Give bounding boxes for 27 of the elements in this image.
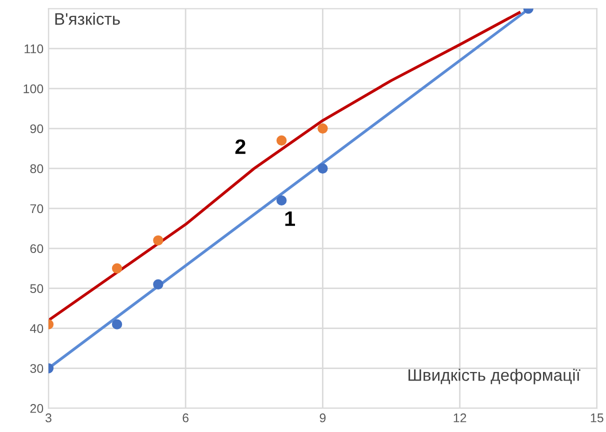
y-tick-label: 110 bbox=[24, 44, 44, 54]
y-axis-title: В'язкість bbox=[55, 12, 120, 25]
x-tick-label: 3 bbox=[45, 413, 52, 422]
y-tick-label: 30 bbox=[30, 364, 44, 373]
point bbox=[112, 319, 122, 330]
y-tick-label: 70 bbox=[30, 204, 44, 214]
x-tick-label: 15 bbox=[590, 414, 604, 422]
x-tick-label: 12 bbox=[454, 413, 466, 422]
point bbox=[318, 163, 328, 174]
point bbox=[153, 235, 164, 246]
x-tick-label: 6 bbox=[182, 413, 189, 422]
point bbox=[112, 263, 122, 274]
point bbox=[318, 123, 328, 134]
x-axis-title: Швидкість деформації bbox=[408, 368, 580, 384]
y-tick-label: 50 bbox=[30, 284, 44, 294]
point bbox=[153, 279, 164, 290]
annotation: 2 bbox=[235, 139, 246, 154]
y-tick-label: 20 bbox=[30, 404, 44, 413]
x-tick-label: 9 bbox=[320, 413, 326, 422]
point bbox=[276, 135, 287, 146]
annotation: 1 bbox=[285, 211, 295, 226]
y-tick-label: 60 bbox=[30, 244, 44, 254]
y-tick-label: 90 bbox=[30, 124, 44, 134]
y-tick-label: 100 bbox=[24, 84, 44, 94]
point bbox=[276, 195, 287, 206]
y-tick-label: 80 bbox=[30, 164, 44, 174]
y-tick-label: 40 bbox=[30, 324, 44, 333]
